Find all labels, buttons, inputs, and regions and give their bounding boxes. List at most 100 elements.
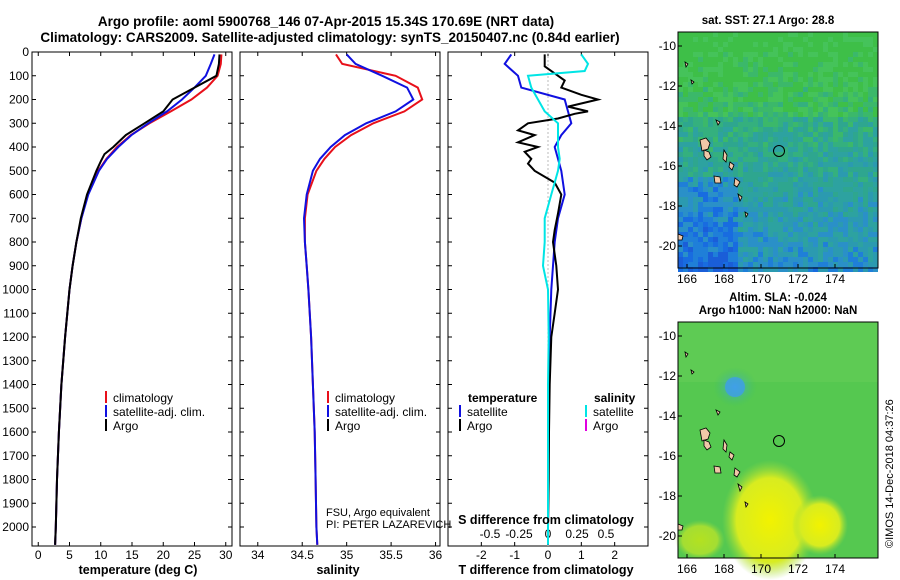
- depth-tick-label: 400: [9, 140, 29, 154]
- lon-tick-label: 170: [751, 272, 771, 286]
- legend-label-argo: Argo: [113, 419, 139, 433]
- lat-tick-label: -12: [659, 369, 677, 383]
- s-difference-label: S difference from climatology: [458, 513, 634, 527]
- figure-title-line2: Climatology: CARS2009. Satellite-adjuste…: [40, 30, 619, 45]
- x-tick-label: 10: [94, 548, 108, 562]
- depth-tick-label: 1400: [2, 378, 29, 392]
- salinity-x-label: salinity: [316, 563, 359, 577]
- temperature-x-axis: 0 5 10 15 20 25 30: [35, 52, 233, 562]
- legend-label-t-satellite: satellite: [467, 405, 508, 419]
- depth-tick-label: 800: [9, 235, 29, 249]
- x-tick-label: 0: [35, 548, 42, 562]
- series-line-climatology: [303, 53, 424, 545]
- ssh-map-subtitle: Argo h1000: NaN h2000: NaN: [699, 305, 858, 317]
- depth-tick-label: 2000: [2, 520, 29, 534]
- depth-tick-label: 1900: [2, 496, 29, 510]
- depth-tick-label: 300: [9, 116, 29, 130]
- depth-tick-label: 0: [22, 45, 29, 59]
- lon-tick-label: 174: [825, 272, 845, 286]
- x-tick-label: 34.5: [291, 548, 315, 562]
- lon-tick-label: 174: [825, 562, 845, 576]
- lat-tick-label: -14: [659, 409, 677, 423]
- sst-map-panel: sat. SST: 27.1 Argo: 28.8 -10-12-14-16-1…: [659, 15, 879, 286]
- depth-axis: 0 100 200 300 400 500 600 700 800 900 1000 1100 1200…: [2, 45, 648, 534]
- s-diff-tick-label: -0.25: [505, 527, 533, 541]
- salinity-panel: 34 34.5 35 35.5 36 climatology satellite-adj…: [239, 51, 451, 577]
- depth-tick-label: 1000: [2, 283, 29, 297]
- series-line-satellite-adj-clim-: [302, 53, 415, 545]
- lat-tick-label: -12: [659, 79, 677, 93]
- series-line-argo: [54, 54, 221, 545]
- lon-tick-label: 166: [677, 272, 697, 286]
- ssh-map-panel: Altim. SLA: -0.024 Argo h1000: NaN h2000…: [659, 292, 879, 580]
- s-diff-tick-label: 0.25: [565, 527, 589, 541]
- depth-tick-label: 1800: [2, 473, 29, 487]
- t-difference-label: T difference from climatology: [458, 563, 633, 577]
- x-tick-label: 25: [188, 548, 202, 562]
- salinity-profiles: [302, 53, 424, 545]
- ssh-map-title: Altim. SLA: -0.024: [729, 292, 827, 304]
- lat-tick-label: -18: [659, 489, 677, 503]
- depth-tick-label: 1300: [2, 354, 29, 368]
- difference-profiles: [503, 53, 602, 545]
- x-tick-label: 5: [66, 548, 73, 562]
- sst-map-islands: [677, 61, 749, 241]
- difference-panel: -2 -1 0 1 2-0.5 -0.25 0 0.25 0.5 temperature sat…: [447, 51, 649, 577]
- argo-position-marker: [773, 435, 785, 447]
- legend-label-satellite: satellite-adj. clim.: [335, 405, 427, 419]
- lat-tick-label: -20: [659, 529, 677, 543]
- argo-position-marker: [773, 145, 785, 157]
- ssh-map-axes: -10 -12 -14 -16 -18 -20 166 168 170 172 174: [659, 329, 846, 576]
- depth-tick-label: 1700: [2, 449, 29, 463]
- ssh-map-islands: [677, 351, 749, 531]
- lon-tick-label: 172: [788, 562, 808, 576]
- legend-label-argo: Argo: [335, 419, 361, 433]
- depth-tick-label: 1200: [2, 330, 29, 344]
- s-diff-tick-label: -0.5: [480, 527, 501, 541]
- x-tick-label: 36: [429, 548, 443, 562]
- legend-label-climatology: climatology: [113, 391, 173, 405]
- series-line-t-satellite: [503, 53, 573, 545]
- lon-tick-label: 168: [714, 272, 734, 286]
- lon-tick-label: 170: [751, 562, 771, 576]
- x-tick-label: 30: [219, 548, 233, 562]
- x-tick-label: 35: [340, 548, 354, 562]
- depth-tick-label: 200: [9, 93, 29, 107]
- lat-tick-label: -10: [659, 39, 677, 53]
- x-tick-label: 1: [578, 548, 585, 562]
- temperature-profiles: [54, 54, 223, 545]
- depth-tick-label: 500: [9, 164, 29, 178]
- sst-map-frame: [677, 31, 879, 269]
- depth-tick-label: 600: [9, 188, 29, 202]
- lon-tick-label: 172: [788, 272, 808, 286]
- series-line-s-satellite: [526, 53, 590, 545]
- x-tick-label: -2: [476, 548, 487, 562]
- temperature-panel: 0100200300400500600700800900100011001200…: [2, 45, 648, 577]
- lat-tick-label: -18: [659, 199, 677, 213]
- depth-tick-label: 100: [9, 69, 29, 83]
- lat-tick-label: -10: [659, 329, 677, 343]
- salinity-legend: climatology satellite-adj. clim. Argo: [327, 391, 427, 433]
- lat-tick-label: -14: [659, 119, 677, 133]
- figure-title-line1: Argo profile: aoml 5900768_146 07-Apr-20…: [98, 14, 554, 29]
- difference-legend: temperature satellite Argo salinity sate…: [459, 391, 636, 433]
- x-tick-label: -1: [509, 548, 520, 562]
- difference-x-axis: -2 -1 0 1 2-0.5 -0.25 0 0.25 0.5: [476, 52, 618, 562]
- s-diff-tick-label: 0.5: [598, 527, 615, 541]
- sst-map-image: [678, 32, 878, 272]
- temperature-legend: climatology satellite-adj. clim. Argo: [105, 391, 205, 433]
- legend-label-satellite: satellite-adj. clim.: [113, 405, 205, 419]
- depth-tick-label: 1100: [3, 306, 29, 320]
- legend-label-climatology: climatology: [335, 391, 395, 405]
- copyright-timestamp: ©IMOS 14-Dec-2018 04:37:26: [884, 399, 896, 548]
- series-line-satellite-adj-clim-: [54, 54, 216, 545]
- series-line-t-argo: [514, 54, 602, 545]
- temperature-x-label: temperature (deg C): [79, 563, 198, 577]
- temperature-plot-frame: [31, 51, 233, 547]
- x-tick-label: 15: [125, 548, 139, 562]
- lat-tick-label: -16: [659, 449, 677, 463]
- salinity-plot-frame: [239, 51, 441, 547]
- x-tick-label: 35.5: [379, 548, 403, 562]
- depth-tick-label: 1500: [2, 401, 29, 415]
